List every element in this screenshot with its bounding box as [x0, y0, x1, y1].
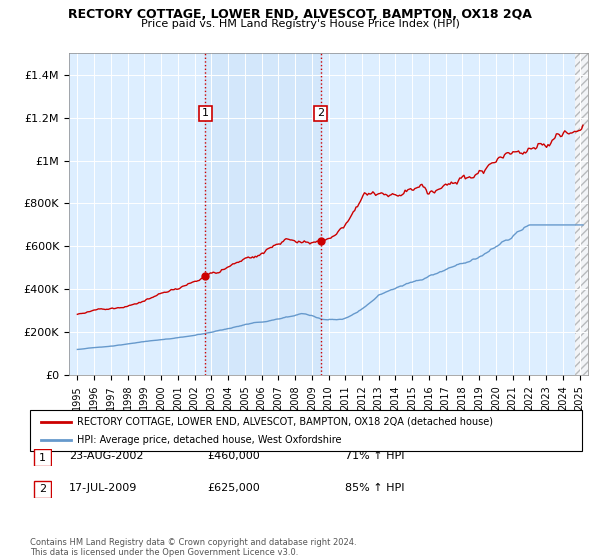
Text: Price paid vs. HM Land Registry's House Price Index (HPI): Price paid vs. HM Land Registry's House … — [140, 19, 460, 29]
Text: 1: 1 — [202, 108, 209, 118]
Text: RECTORY COTTAGE, LOWER END, ALVESCOT, BAMPTON, OX18 2QA (detached house): RECTORY COTTAGE, LOWER END, ALVESCOT, BA… — [77, 417, 493, 427]
FancyBboxPatch shape — [30, 410, 582, 451]
Text: 23-AUG-2002: 23-AUG-2002 — [69, 451, 143, 461]
FancyBboxPatch shape — [34, 482, 51, 497]
Text: 1: 1 — [39, 452, 46, 463]
Text: 2: 2 — [317, 108, 325, 118]
Text: 71% ↑ HPI: 71% ↑ HPI — [345, 451, 404, 461]
Text: £625,000: £625,000 — [207, 483, 260, 493]
Bar — [575, 53, 588, 375]
Text: 85% ↑ HPI: 85% ↑ HPI — [345, 483, 404, 493]
Text: £460,000: £460,000 — [207, 451, 260, 461]
Text: 2: 2 — [39, 484, 46, 494]
Text: 17-JUL-2009: 17-JUL-2009 — [69, 483, 137, 493]
Text: HPI: Average price, detached house, West Oxfordshire: HPI: Average price, detached house, West… — [77, 435, 341, 445]
Text: Contains HM Land Registry data © Crown copyright and database right 2024.
This d: Contains HM Land Registry data © Crown c… — [30, 538, 356, 557]
Bar — [575, 53, 588, 375]
FancyBboxPatch shape — [34, 450, 51, 465]
Bar — [205, 53, 321, 375]
Text: RECTORY COTTAGE, LOWER END, ALVESCOT, BAMPTON, OX18 2QA: RECTORY COTTAGE, LOWER END, ALVESCOT, BA… — [68, 8, 532, 21]
